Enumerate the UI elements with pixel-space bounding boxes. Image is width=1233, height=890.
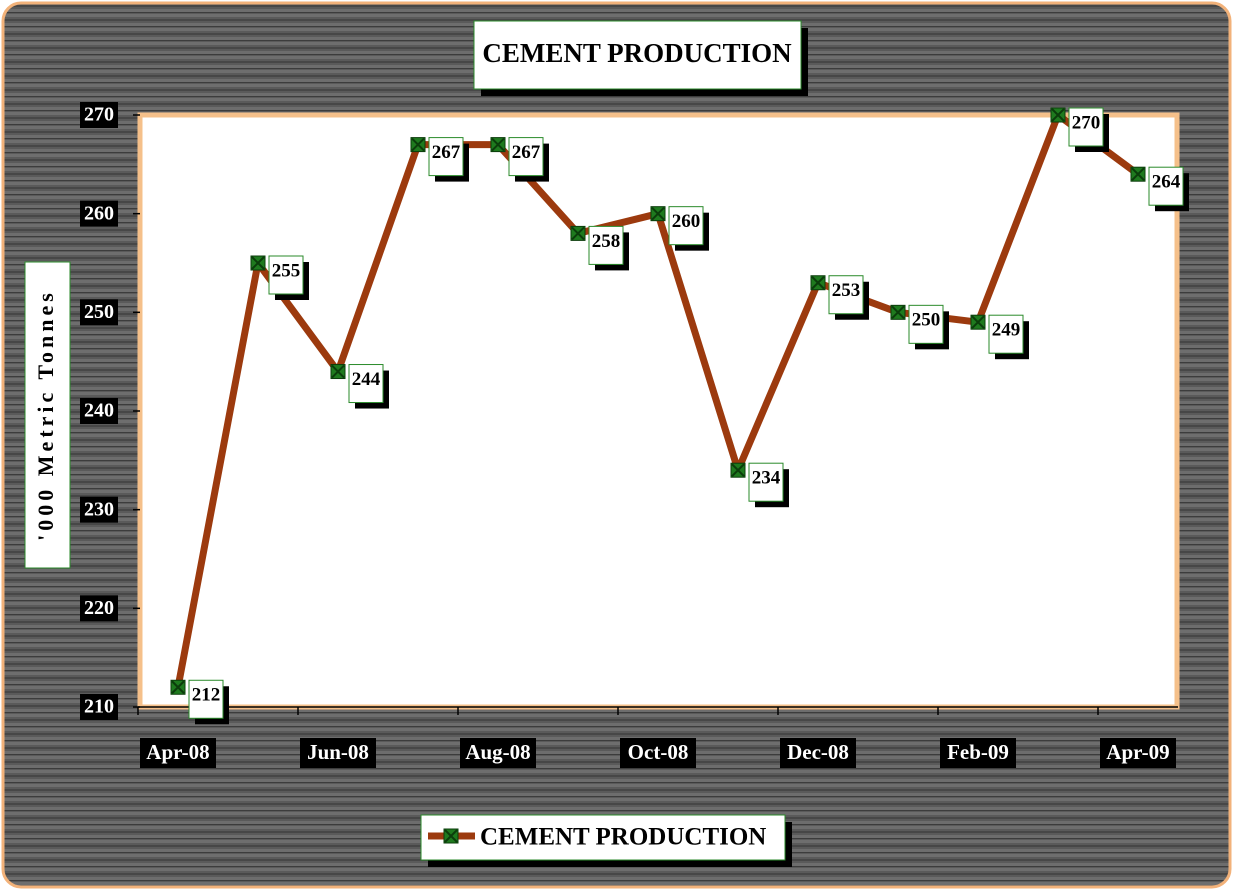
data-point	[650, 206, 666, 222]
marker-x	[971, 315, 985, 329]
data-label: 250	[912, 310, 941, 331]
legend-box	[420, 814, 786, 861]
data-point	[810, 275, 826, 291]
chart-title: CEMENT PRODUCTION	[482, 38, 792, 68]
y-tick-label-box	[80, 694, 118, 720]
y-axis-title: '000 Metric Tonnes	[33, 289, 58, 541]
marker-x	[251, 256, 265, 270]
data-label-box	[268, 255, 304, 295]
x-tick-label: Apr-09	[1106, 740, 1169, 764]
x-tick-label-box	[140, 738, 216, 768]
marker-x	[491, 137, 505, 152]
data-label: 270	[1072, 112, 1101, 133]
data-label-box	[188, 679, 224, 719]
data-label: 234	[752, 468, 781, 489]
marker-x	[811, 276, 825, 290]
data-label-box	[668, 206, 704, 246]
data-label-box	[508, 137, 544, 177]
data-point	[730, 462, 746, 478]
y-tick-label-box	[80, 102, 118, 128]
data-point	[970, 314, 986, 330]
data-label-box	[908, 304, 944, 344]
title-box	[473, 20, 802, 90]
y-tick-label-box	[80, 398, 118, 424]
data-label: 255	[272, 260, 301, 281]
x-tick-label-box	[1100, 738, 1176, 768]
data-label-box	[828, 275, 864, 315]
data-label: 258	[592, 231, 621, 252]
data-point	[1050, 107, 1066, 123]
marker-x	[331, 364, 345, 379]
y-tick-label: 270	[84, 104, 114, 126]
y-title-box	[24, 261, 71, 569]
data-label-box	[1068, 107, 1104, 147]
x-tick-label-box	[620, 738, 696, 768]
data-point	[250, 255, 266, 271]
marker-x	[891, 305, 905, 320]
marker-x	[571, 226, 585, 241]
x-tick-label-box	[780, 738, 856, 768]
y-tick-label: 210	[84, 696, 114, 718]
data-point	[890, 304, 906, 320]
marker-x	[651, 206, 665, 221]
legend-label: CEMENT PRODUCTION	[480, 824, 766, 851]
x-tick-label: Jun-08	[307, 740, 369, 764]
data-point	[570, 225, 586, 241]
data-point	[170, 679, 186, 695]
marker-x	[1131, 167, 1145, 181]
y-tick-label-box	[80, 299, 118, 326]
x-tick-label: Apr-08	[146, 740, 209, 764]
data-label: 249	[992, 320, 1021, 341]
legend-marker	[443, 828, 459, 844]
marker-x	[171, 680, 185, 694]
x-tick-label-box	[300, 738, 376, 768]
data-label: 244	[352, 369, 381, 390]
x-tick-label: Oct-08	[628, 740, 689, 764]
y-tick-label: 230	[84, 498, 114, 520]
data-point	[490, 137, 506, 153]
data-label-box	[1148, 166, 1184, 206]
marker-x	[411, 137, 425, 152]
data-label-box	[748, 462, 784, 502]
data-label-box	[988, 314, 1024, 354]
data-point	[1130, 166, 1146, 182]
data-label: 253	[832, 280, 861, 301]
data-label: 212	[192, 685, 221, 706]
y-tick-label-box	[80, 595, 118, 622]
marker-x	[444, 829, 458, 843]
x-tick-label-box	[940, 738, 1016, 768]
x-tick-label: Dec-08	[787, 740, 849, 764]
x-tick-label: Aug-08	[465, 740, 530, 764]
marker-x	[731, 463, 745, 477]
data-label: 267	[512, 142, 541, 163]
data-label-box	[588, 225, 624, 265]
y-tick-label: 250	[84, 301, 114, 323]
x-tick-label: Feb-09	[947, 740, 1009, 764]
y-tick-label: 240	[84, 400, 114, 422]
y-tick-label: 260	[84, 202, 114, 224]
data-point	[410, 137, 426, 153]
marker-x	[1051, 108, 1065, 122]
y-tick-label-box	[80, 496, 118, 523]
data-label: 264	[1152, 172, 1181, 193]
data-label: 260	[672, 211, 701, 232]
y-tick-label-box	[80, 200, 118, 227]
data-label-box	[348, 364, 384, 404]
x-tick-label-box	[460, 738, 536, 768]
data-point	[330, 364, 346, 380]
data-label-box	[428, 137, 464, 177]
y-tick-label: 220	[84, 597, 114, 619]
data-label: 267	[432, 142, 461, 163]
